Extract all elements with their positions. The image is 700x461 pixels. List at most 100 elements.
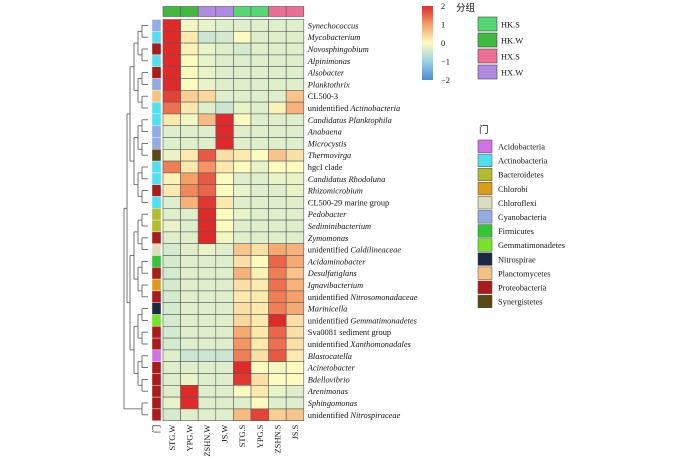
row-label: Alsobacter [307, 69, 345, 78]
heatmap-cell [233, 373, 252, 386]
heatmap-cell [233, 149, 252, 162]
phylum-legend-label: Chloroflexi [498, 199, 537, 208]
row-label: Marinicella [307, 305, 348, 314]
heatmap-cell [285, 219, 305, 233]
heatmap-cell [215, 196, 234, 209]
group-legend-swatch [477, 48, 498, 64]
heatmap-cell [285, 255, 305, 268]
heatmap-cell [250, 78, 269, 91]
heatmap-cell [285, 196, 305, 209]
heatmap-cell [233, 266, 252, 280]
heatmap-cell [180, 30, 199, 44]
heatmap-cell [180, 231, 199, 244]
heatmap-cell [250, 172, 269, 185]
phylum-annotation-cell [151, 172, 162, 185]
phylum-legend-swatch [477, 224, 493, 238]
heatmap-cell [215, 302, 234, 315]
heatmap-cell [250, 266, 269, 280]
group-annotation-cell [180, 6, 199, 17]
row-label: CL500-3 [308, 92, 338, 101]
group-legend: 分组 HK.S HK.W HX.S HX.W [456, 2, 523, 80]
heatmap-cell [268, 373, 287, 386]
heatmap-cell [215, 125, 234, 138]
group-annotation-cell [197, 6, 217, 17]
heatmap-cell [162, 160, 181, 174]
heatmap-cell [285, 54, 305, 68]
heatmap-cell [197, 113, 217, 127]
heatmap-cell [285, 302, 305, 315]
heatmap-cell [180, 78, 199, 91]
heatmap-cell [162, 137, 181, 150]
heatmap-cell [285, 337, 305, 351]
heatmap-cell [233, 255, 252, 268]
phylum-legend-label: Chlorobi [498, 185, 528, 194]
heatmap-cell [197, 373, 217, 386]
group-legend-swatch [477, 64, 498, 80]
phylum-legend-swatch [477, 182, 493, 196]
heatmap-cell [250, 54, 269, 68]
phylum-axis-label: 门 [152, 425, 162, 433]
heatmap-cell [285, 384, 305, 398]
phylum-annotation-cell [151, 137, 162, 150]
heatmap-cell [285, 314, 305, 327]
phylum-annotation-cell [151, 278, 162, 292]
row-label: unidentified Caldilineaceae [308, 246, 402, 255]
group-annotation-cell [250, 6, 269, 17]
heatmap-cell [250, 361, 269, 374]
heatmap-cell [250, 231, 269, 244]
row-label: Microcystis [307, 139, 347, 148]
heatmap-cell [215, 325, 234, 339]
heatmap-cell [268, 266, 287, 280]
heatmap-cell [250, 384, 269, 398]
heatmap-cell [215, 396, 234, 410]
phylum-legend-swatch [477, 252, 493, 266]
heatmap-cell [215, 373, 234, 386]
heatmap-cell [233, 66, 252, 79]
heatmap-cell [162, 243, 181, 256]
heatmap-cell [250, 66, 269, 79]
heatmap-cell [285, 113, 305, 127]
phylum-legend-swatch [477, 210, 493, 224]
heatmap-cell [180, 290, 199, 303]
heatmap-cell [180, 42, 199, 56]
heatmap-cell [268, 302, 287, 315]
heatmap-cell [233, 231, 252, 244]
heatmap-cell [285, 160, 305, 174]
heatmap-cell [162, 314, 181, 327]
heatmap-cell [268, 208, 287, 221]
heatmap-cell [197, 137, 217, 150]
heatmap-cell [268, 243, 287, 256]
heatmap-cell [180, 314, 199, 327]
heatmap-cell [197, 384, 217, 398]
phylum-annotation-cell [151, 290, 162, 303]
heatmap-cell [268, 337, 287, 351]
heatmap-cell [250, 19, 269, 32]
heatmap-cell [233, 90, 252, 103]
phylum-annotation-cell [151, 267, 162, 280]
phylum-annotation-cell [151, 302, 162, 315]
heatmap-cell [215, 78, 234, 91]
phylum-annotation-cell [151, 196, 162, 209]
heatmap-cell [215, 90, 234, 103]
phylum-annotation-cell [151, 219, 162, 233]
heatmap-cell [285, 396, 305, 410]
phylum-legend: 门 Acidobacteria Actinobacteria Bacteroidete… [477, 124, 565, 308]
group-legend-label: HK.W [501, 37, 523, 46]
heatmap-cell [233, 30, 252, 44]
color-scale-tick: 1 [441, 21, 445, 30]
heatmap-cell [268, 408, 287, 421]
heatmap-cell [197, 302, 217, 315]
row-label: unidentified Gemmatimonadetes [308, 316, 417, 325]
row-label: Rhizomicrobium [307, 187, 363, 196]
heatmap-cell [197, 66, 217, 79]
heatmap-cell [215, 149, 234, 162]
color-scale-legend: 2 1 0 −1 −2 [422, 2, 450, 85]
color-scale-tick: 2 [441, 2, 445, 11]
heatmap-cell [215, 349, 234, 362]
color-scale-tick: −1 [441, 58, 450, 67]
heatmap-cell [215, 337, 234, 351]
heatmap-cell [197, 101, 217, 115]
heatmap-cell [268, 78, 287, 91]
heatmap-cell [268, 196, 287, 209]
heatmap-cell [162, 149, 181, 162]
